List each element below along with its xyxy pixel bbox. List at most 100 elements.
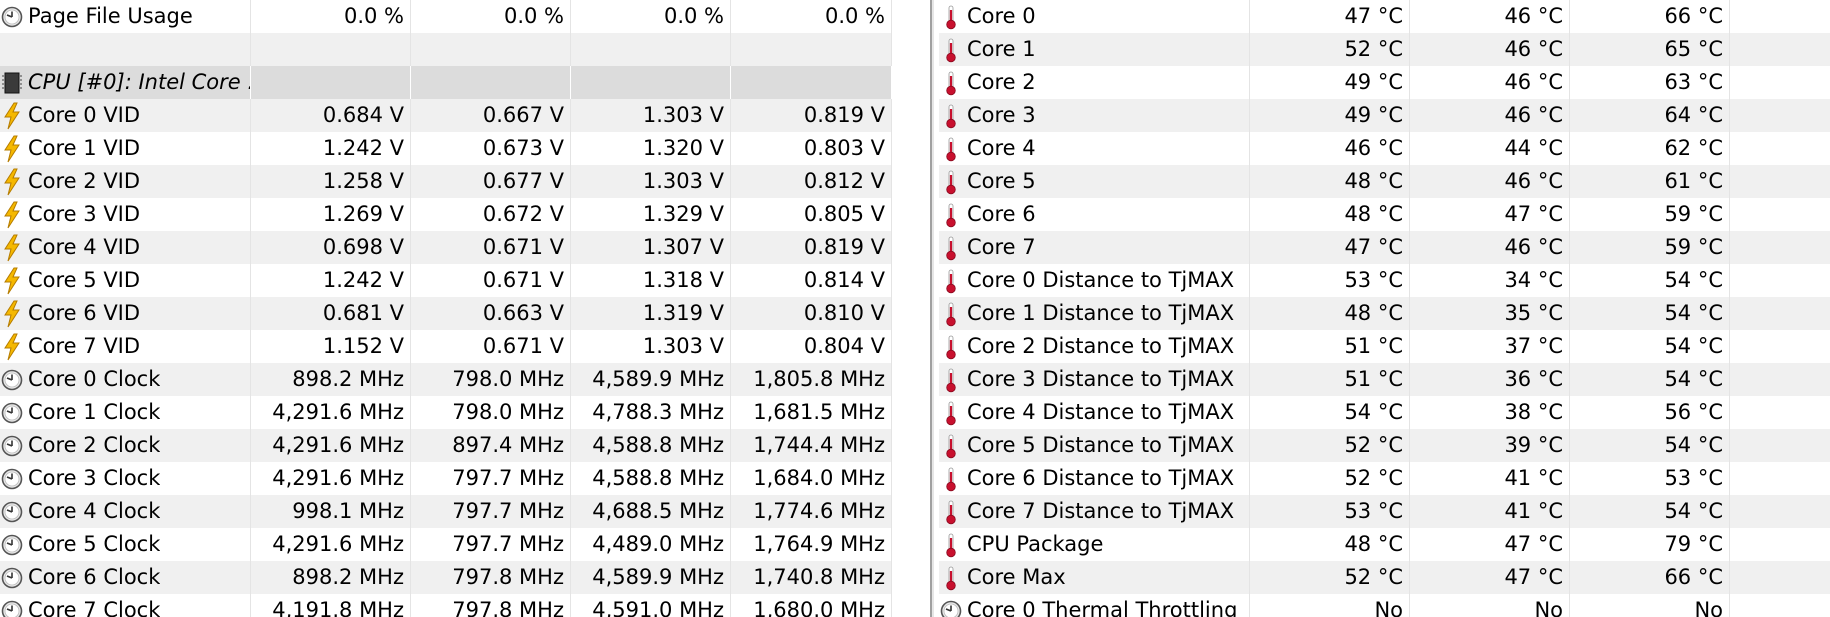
sensor-value-minimum: 897.4 MHz <box>411 429 571 462</box>
sensor-value-minimum: 798.0 MHz <box>411 363 571 396</box>
sensor-row[interactable]: Core 4 Clock 998.1 MHz 797.7 MHz 4,688.5 MH… <box>0 495 892 528</box>
sensor-value-average: 1,680.0 MHz <box>731 594 892 617</box>
sensor-value-maximum: 59 °C <box>1570 231 1730 264</box>
sensor-value-minimum: 0.667 V <box>411 99 571 132</box>
sensor-name-cell: Core 0 Clock <box>0 363 251 396</box>
sensor-row[interactable]: CPU Package 48 °C 47 °C 79 °C <box>939 528 1830 561</box>
sensor-value-current: 998.1 MHz <box>251 495 411 528</box>
sensor-row[interactable]: Core 1 VID 1.242 V 0.673 V 1.320 V 0.803 V <box>0 132 892 165</box>
sensor-value-current: 0.684 V <box>251 99 411 132</box>
sensor-value-current: 0.698 V <box>251 231 411 264</box>
sensor-value-current <box>251 66 411 99</box>
sensor-row[interactable]: Core 5 VID 1.242 V 0.671 V 1.318 V 0.814 V <box>0 264 892 297</box>
sensor-name-cell: Core 4 <box>939 132 1250 165</box>
sensor-value-maximum: 0.0 % <box>571 0 731 33</box>
sensor-value-average: 1,681.5 MHz <box>731 396 892 429</box>
sensor-row[interactable]: Core 1 Clock 4,291.6 MHz 798.0 MHz 4,788.3 … <box>0 396 892 429</box>
panel-divider[interactable] <box>930 0 932 617</box>
sensor-row[interactable]: Core 0 VID 0.684 V 0.667 V 1.303 V 0.819 V <box>0 99 892 132</box>
sensor-row[interactable]: Core 0 47 °C 46 °C 66 °C <box>939 0 1830 33</box>
sensor-value-minimum: 0.671 V <box>411 264 571 297</box>
sensor-row[interactable]: Core 6 VID 0.681 V 0.663 V 1.319 V 0.810 V <box>0 297 892 330</box>
sensor-row[interactable]: Core 7 Distance to TjMAX 53 °C 41 °C 54 °C <box>939 495 1830 528</box>
sensor-row[interactable]: Core 3 VID 1.269 V 0.672 V 1.329 V 0.805 V <box>0 198 892 231</box>
sensor-row[interactable]: Core 6 48 °C 47 °C 59 °C <box>939 198 1830 231</box>
sensor-label: Core 6 Distance to TjMAX <box>967 466 1235 490</box>
sensor-value-current: 898.2 MHz <box>251 561 411 594</box>
sensor-label: Core 7 Distance to TjMAX <box>967 499 1235 523</box>
sensor-row[interactable] <box>0 33 892 66</box>
sensor-row[interactable]: Core 0 Distance to TjMAX 53 °C 34 °C 54 °C <box>939 264 1830 297</box>
sensor-name-cell: Core 0 Distance to TjMAX <box>939 264 1250 297</box>
sensor-row[interactable]: Core 5 Clock 4,291.6 MHz 797.7 MHz 4,489.0 … <box>0 528 892 561</box>
sensor-label: Page File Usage <box>28 4 193 28</box>
sensor-value-maximum: 4,489.0 MHz <box>571 528 731 561</box>
sensor-label: Core 5 <box>967 169 1036 193</box>
sensor-row[interactable]: Core 2 49 °C 46 °C 63 °C <box>939 66 1830 99</box>
clock-icon <box>0 498 24 526</box>
sensor-value-minimum: 0.672 V <box>411 198 571 231</box>
sensor-row[interactable]: Core 3 49 °C 46 °C 64 °C <box>939 99 1830 132</box>
sensor-row[interactable]: Core Max 52 °C 47 °C 66 °C <box>939 561 1830 594</box>
sensor-row[interactable]: Core 1 52 °C 46 °C 65 °C <box>939 33 1830 66</box>
sensor-row[interactable]: Core 7 47 °C 46 °C 59 °C <box>939 231 1830 264</box>
sensor-row[interactable]: Core 5 48 °C 46 °C 61 °C <box>939 165 1830 198</box>
sensor-row[interactable]: Page File Usage 0.0 % 0.0 % 0.0 % 0.0 % <box>0 0 892 33</box>
sensor-value-maximum: 4,589.9 MHz <box>571 561 731 594</box>
sensor-name-cell: Core 6 Clock <box>0 561 251 594</box>
sensor-row[interactable]: Core 4 Distance to TjMAX 54 °C 38 °C 56 °C <box>939 396 1830 429</box>
thermometer-icon <box>939 399 963 427</box>
sensor-value-minimum: 36 °C <box>1410 363 1570 396</box>
sensor-row[interactable]: Core 4 VID 0.698 V 0.671 V 1.307 V 0.819 V <box>0 231 892 264</box>
sensor-name-cell: Core Max <box>939 561 1250 594</box>
sensor-value-maximum: 4,588.8 MHz <box>571 429 731 462</box>
sensor-value-current: 0.681 V <box>251 297 411 330</box>
sensor-row[interactable]: Core 3 Distance to TjMAX 51 °C 36 °C 54 °C <box>939 363 1830 396</box>
sensor-label: Core 5 Distance to TjMAX <box>967 433 1235 457</box>
sensor-value-minimum: 44 °C <box>1410 132 1570 165</box>
sensor-label: Core 1 VID <box>28 136 141 160</box>
sensor-row[interactable]: Core 2 VID 1.258 V 0.677 V 1.303 V 0.812 V <box>0 165 892 198</box>
sensor-value-maximum <box>571 66 731 99</box>
sensor-row[interactable]: Core 6 Distance to TjMAX 52 °C 41 °C 53 °C <box>939 462 1830 495</box>
sensor-group-row[interactable]: CPU [#0]: Intel Core ... <box>0 66 892 99</box>
sensor-row[interactable]: Core 2 Distance to TjMAX 51 °C 37 °C 54 °C <box>939 330 1830 363</box>
sensor-name-cell: Core 4 Clock <box>0 495 251 528</box>
sensor-value-minimum: 47 °C <box>1410 198 1570 231</box>
sensor-name-cell: Core 7 Clock <box>0 594 251 617</box>
sensor-value-average: 1,805.8 MHz <box>731 363 892 396</box>
sensor-value-average: 0.810 V <box>731 297 892 330</box>
sensor-row[interactable]: Core 3 Clock 4,291.6 MHz 797.7 MHz 4,588.8 … <box>0 462 892 495</box>
thermometer-icon <box>939 300 963 328</box>
sensor-row[interactable]: Core 6 Clock 898.2 MHz 797.8 MHz 4,589.9 MH… <box>0 561 892 594</box>
sensor-name-cell: Core 5 <box>939 165 1250 198</box>
sensor-name-cell: Core 4 Distance to TjMAX <box>939 396 1250 429</box>
sensor-row[interactable]: Core 0 Thermal Throttling No No No <box>939 594 1830 617</box>
sensor-value-minimum: 0.671 V <box>411 330 571 363</box>
sensor-row[interactable]: Core 2 Clock 4,291.6 MHz 897.4 MHz 4,588.8 … <box>0 429 892 462</box>
sensor-row[interactable]: Core 5 Distance to TjMAX 52 °C 39 °C 54 °C <box>939 429 1830 462</box>
sensor-value-minimum: 46 °C <box>1410 0 1570 33</box>
sensor-value-maximum: 59 °C <box>1570 198 1730 231</box>
sensor-label: Core 3 Distance to TjMAX <box>967 367 1235 391</box>
sensor-value-current: 51 °C <box>1250 363 1410 396</box>
sensor-value-maximum: 63 °C <box>1570 66 1730 99</box>
sensor-value-maximum: 1.319 V <box>571 297 731 330</box>
sensor-row[interactable]: Core 1 Distance to TjMAX 48 °C 35 °C 54 °C <box>939 297 1830 330</box>
sensor-label: Core 2 Distance to TjMAX <box>967 334 1235 358</box>
sensor-name-cell: Core 3 Clock <box>0 462 251 495</box>
sensor-value-average: 1,774.6 MHz <box>731 495 892 528</box>
sensor-value-maximum: 62 °C <box>1570 132 1730 165</box>
sensor-value-maximum: 54 °C <box>1570 429 1730 462</box>
sensor-value-maximum: 64 °C <box>1570 99 1730 132</box>
sensor-row[interactable]: Core 7 VID 1.152 V 0.671 V 1.303 V 0.804 V <box>0 330 892 363</box>
sensor-row[interactable]: Core 7 Clock 4,191.8 MHz 797.8 MHz 4,591.0 … <box>0 594 892 617</box>
sensor-value-minimum: 797.7 MHz <box>411 528 571 561</box>
clock-icon <box>0 531 24 559</box>
thermometer-icon <box>939 36 963 64</box>
sensor-value-maximum: 1.303 V <box>571 99 731 132</box>
sensor-name-cell: Core 7 <box>939 231 1250 264</box>
sensor-name-cell: Core 4 VID <box>0 231 251 264</box>
sensor-row[interactable]: Core 4 46 °C 44 °C 62 °C <box>939 132 1830 165</box>
sensor-row[interactable]: Core 0 Clock 898.2 MHz 798.0 MHz 4,589.9 MH… <box>0 363 892 396</box>
